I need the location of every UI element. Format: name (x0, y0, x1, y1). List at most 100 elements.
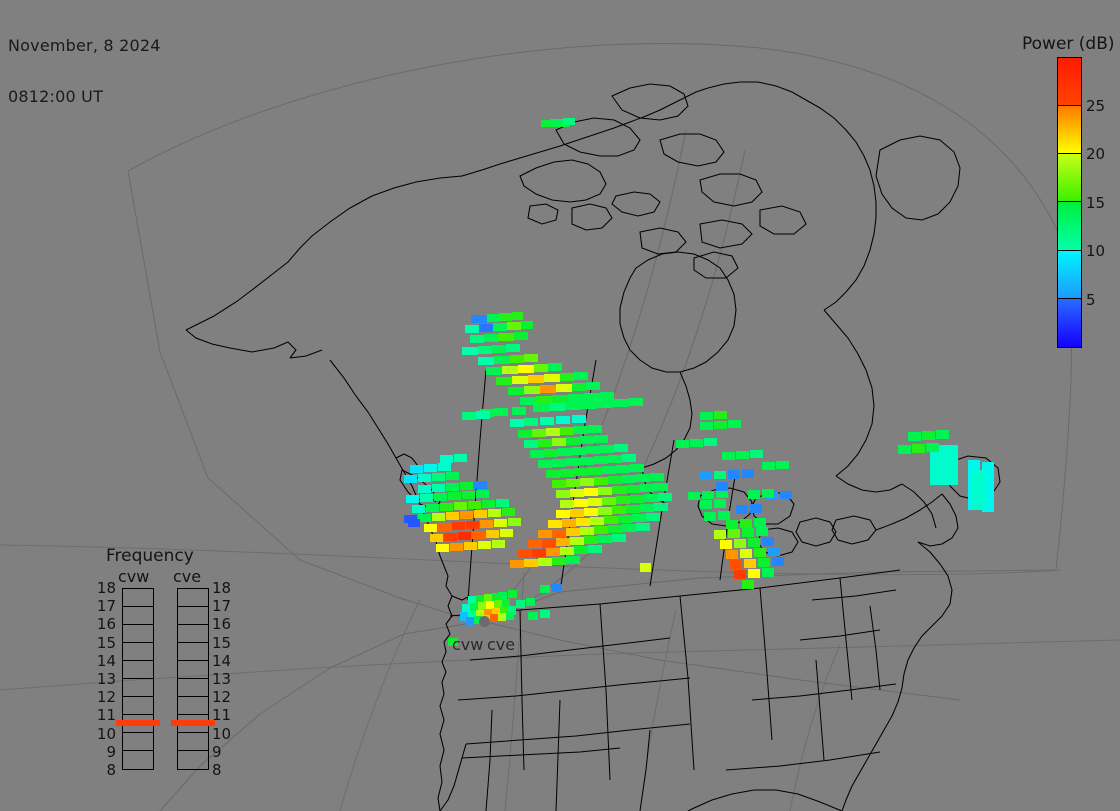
radar-cell (750, 450, 763, 458)
radar-cell (500, 529, 513, 537)
radar-cell (580, 478, 594, 486)
radar-cell (552, 459, 566, 467)
radar-cell (512, 376, 528, 384)
radar-cell (486, 367, 502, 375)
radar-cell (538, 558, 552, 566)
radar-cell (432, 473, 445, 481)
radar-cell (908, 432, 921, 441)
radar-cell (524, 386, 540, 394)
radar-cell (532, 549, 546, 557)
radar-cell (478, 541, 491, 549)
radar-cell (544, 449, 558, 457)
radar-cell (552, 584, 562, 592)
radar-cell (560, 427, 574, 435)
radar-cell (574, 426, 588, 434)
radar-cell (540, 385, 556, 393)
radar-cell (566, 479, 580, 487)
radar-cell (446, 483, 459, 491)
radar-cell (424, 524, 437, 532)
radar-cell (614, 444, 628, 452)
radar-cell (494, 519, 507, 527)
radar-cell (486, 530, 499, 538)
radar-cell (490, 614, 498, 622)
radar-cell (594, 435, 608, 443)
radar-cell (518, 365, 534, 373)
radar-cell (748, 490, 760, 499)
colorbar-segment-2 (1058, 154, 1081, 203)
radar-cell (480, 520, 490, 528)
radar-cell (478, 357, 494, 365)
radar-cell (514, 332, 528, 340)
radar-cell (618, 515, 632, 523)
radar-cell (736, 505, 748, 514)
radar-cell (508, 606, 516, 615)
radar-cell (549, 403, 565, 411)
radar-cell (644, 494, 658, 502)
radar-cell (528, 612, 538, 620)
radar-cell (546, 470, 560, 478)
radar-cell (466, 617, 474, 625)
radar-cell (520, 397, 536, 405)
colorbar-segment-4 (1058, 250, 1081, 299)
radar-cell (654, 483, 668, 491)
radar-cell (580, 436, 594, 444)
radar-cell (574, 499, 588, 507)
radar-cell (714, 471, 726, 479)
radar-cell (584, 488, 598, 496)
radar-cell (482, 500, 495, 508)
radar-cell (598, 507, 612, 515)
radar-cell (588, 545, 602, 553)
radar-cell (584, 536, 598, 544)
radar-cell (552, 395, 568, 403)
colorbar-tick-15: 15 (1086, 193, 1106, 212)
colorbar-ticks: 25 20 15 10 5 (1086, 57, 1120, 348)
radar-cell (700, 472, 712, 480)
radar-cell (584, 393, 600, 401)
radar-cell (444, 533, 457, 541)
radar-cell (500, 607, 508, 616)
radar-cell (532, 429, 546, 437)
frequency-bar-cve (177, 588, 209, 770)
frequency-row (123, 751, 153, 769)
radar-cell (560, 500, 574, 508)
radar-cell (410, 465, 423, 473)
frequency-legend: Frequency cvw cve 18 18 17 17 16 16 15 15 14 14 13… (88, 546, 231, 782)
colorbar-segment-5 (1058, 298, 1081, 347)
frequency-row (123, 607, 153, 625)
radar-cell (556, 490, 570, 498)
radar-cell (566, 556, 580, 564)
radar-cell (588, 425, 602, 433)
radar-cell (544, 374, 560, 382)
radar-cell (590, 517, 604, 525)
radar-cell (608, 476, 622, 484)
colorbar-tick-25: 25 (1086, 96, 1106, 115)
radar-cell (432, 484, 445, 492)
radar-cell (728, 420, 741, 428)
radar-cell (512, 312, 523, 320)
radar-cell (912, 444, 925, 453)
radar-cell (558, 448, 572, 456)
radar-cell (438, 463, 451, 471)
radar-cell (454, 454, 467, 462)
radar-cell (588, 467, 602, 475)
radar-cell (563, 118, 575, 125)
radar-cell (494, 356, 510, 364)
frequency-tick-right-11: 11 (212, 706, 232, 725)
radar-cell (548, 363, 562, 371)
radar-cell (460, 511, 473, 519)
frequency-row (123, 697, 153, 715)
radar-cell (468, 501, 481, 509)
radar-cell (640, 563, 651, 572)
radar-cell (566, 528, 580, 536)
radar-cell (704, 512, 716, 521)
radar-cell (570, 489, 584, 497)
radar-cell (604, 516, 618, 524)
frequency-tick-right-18: 18 (212, 579, 232, 597)
radar-cell (640, 504, 654, 512)
radar-cell (898, 445, 911, 454)
radar-cell (736, 451, 749, 459)
radar-cell (676, 440, 689, 448)
radar-cell (572, 415, 586, 423)
power-colorbar: Power (dB) 25 20 15 10 5 (1014, 30, 1120, 360)
